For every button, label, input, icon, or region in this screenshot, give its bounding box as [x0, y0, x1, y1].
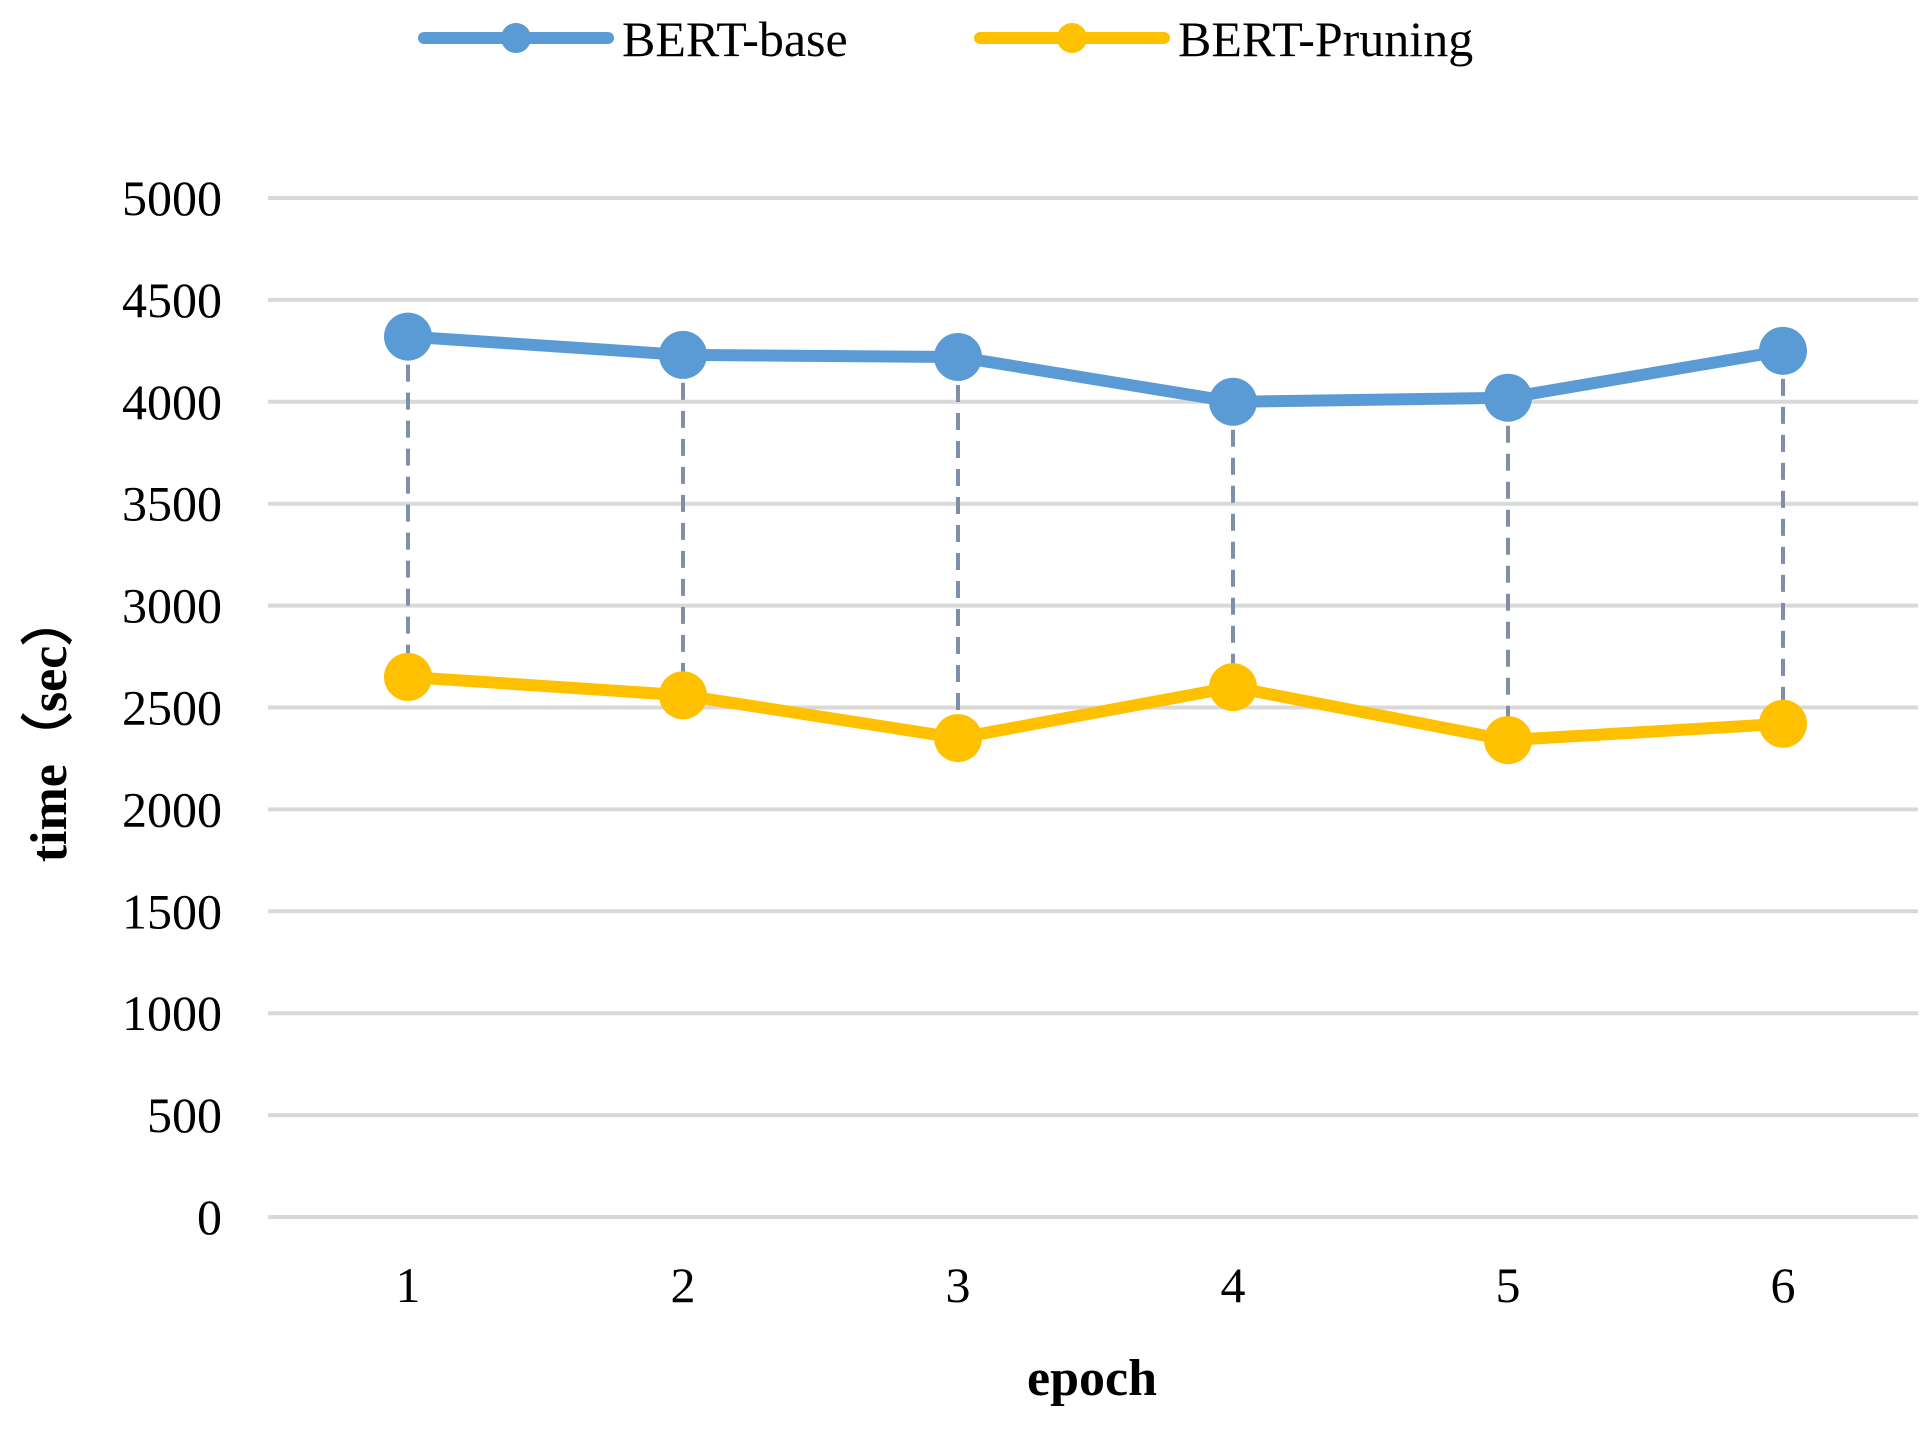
data-point: [659, 330, 707, 379]
data-point: [1209, 377, 1257, 426]
data-point: [659, 671, 707, 720]
x-tick-label: 4: [1221, 1257, 1246, 1313]
drop-lines: [406, 336, 1785, 741]
y-tick-label: 4000: [122, 374, 222, 430]
y-tick-label: 1000: [122, 985, 222, 1041]
legend-item: BERT-base: [418, 11, 848, 67]
y-tick-label: 0: [197, 1189, 222, 1245]
series-lines: [384, 312, 1807, 765]
legend-swatch-marker: [1057, 23, 1087, 53]
x-tick-label: 2: [671, 1257, 696, 1313]
x-axis-title: epoch: [1027, 1350, 1157, 1407]
y-axis-ticks: 0 500 1000 1500 2000 2500 3000 3500 4000 4500 5000: [122, 170, 222, 1245]
x-tick-label: 6: [1771, 1257, 1796, 1313]
data-point: [934, 714, 982, 763]
y-tick-label: 3000: [122, 578, 222, 634]
data-point: [934, 332, 982, 381]
y-tick-label: 2500: [122, 680, 222, 736]
series-line: [402, 670, 1789, 747]
series-line: [402, 330, 1789, 408]
legend-label: BERT-base: [622, 11, 848, 67]
data-point: [384, 652, 432, 701]
data-point: [1759, 699, 1807, 748]
x-tick-label: 5: [1496, 1257, 1521, 1313]
data-point: [1484, 373, 1532, 422]
y-tick-label: 2000: [122, 781, 222, 837]
data-point: [1209, 663, 1257, 712]
legend-swatch-marker: [501, 23, 531, 53]
data-point: [1484, 716, 1532, 765]
y-tick-label: 5000: [122, 170, 222, 226]
series-1: [384, 652, 1807, 765]
y-tick-label: 500: [147, 1087, 222, 1143]
x-tick-label: 3: [946, 1257, 971, 1313]
series-0: [384, 312, 1807, 426]
legend-item: BERT-Pruning: [974, 11, 1473, 67]
x-tick-label: 1: [396, 1257, 421, 1313]
data-point: [1759, 326, 1807, 375]
data-point: [384, 312, 432, 361]
x-axis-ticks: 1 2 3 4 5 6: [396, 1257, 1796, 1313]
y-tick-label: 4500: [122, 272, 222, 328]
legend: BERT-base BERT-Pruning: [418, 11, 1473, 67]
y-tick-label: 1500: [122, 883, 222, 939]
y-tick-label: 3500: [122, 476, 222, 532]
y-axis-title: time（sec）: [20, 594, 78, 863]
legend-label: BERT-Pruning: [1178, 11, 1473, 67]
